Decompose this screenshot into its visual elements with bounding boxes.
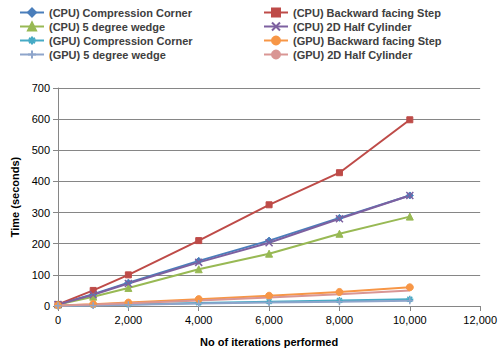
- svg-text:8,000: 8,000: [326, 314, 354, 326]
- svg-text:(GPU) Compression Corner: (GPU) Compression Corner: [49, 35, 193, 47]
- svg-text:300: 300: [32, 207, 50, 219]
- svg-text:700: 700: [32, 82, 50, 94]
- svg-text:200: 200: [32, 238, 50, 250]
- svg-text:(CPU) Backward facing Step: (CPU) Backward facing Step: [293, 7, 441, 19]
- svg-text:(GPU) 5 degree wedge: (GPU) 5 degree wedge: [49, 49, 166, 61]
- svg-text:No of iterations performed: No of iterations performed: [200, 336, 338, 348]
- svg-text:2,000: 2,000: [115, 314, 143, 326]
- svg-text:4,000: 4,000: [185, 314, 213, 326]
- svg-text:Time (seconds): Time (seconds): [9, 156, 21, 237]
- svg-text:(GPU) Backward facing Step: (GPU) Backward facing Step: [293, 35, 442, 47]
- svg-text:100: 100: [32, 269, 50, 281]
- svg-text:10,000: 10,000: [393, 314, 427, 326]
- svg-text:0: 0: [55, 314, 61, 326]
- svg-text:0: 0: [44, 300, 50, 312]
- svg-text:12,000: 12,000: [463, 314, 497, 326]
- svg-text:400: 400: [32, 175, 50, 187]
- svg-text:(CPU) 2D Half Cylinder: (CPU) 2D Half Cylinder: [293, 21, 412, 33]
- svg-text:500: 500: [32, 144, 50, 156]
- svg-text:(CPU) 5 degree wedge: (CPU) 5 degree wedge: [49, 21, 165, 33]
- svg-text:600: 600: [32, 113, 50, 125]
- svg-text:6,000: 6,000: [255, 314, 283, 326]
- svg-text:(CPU) Compression Corner: (CPU) Compression Corner: [49, 7, 193, 19]
- svg-text:(GPU) 2D Half Cylinder: (GPU) 2D Half Cylinder: [293, 49, 413, 61]
